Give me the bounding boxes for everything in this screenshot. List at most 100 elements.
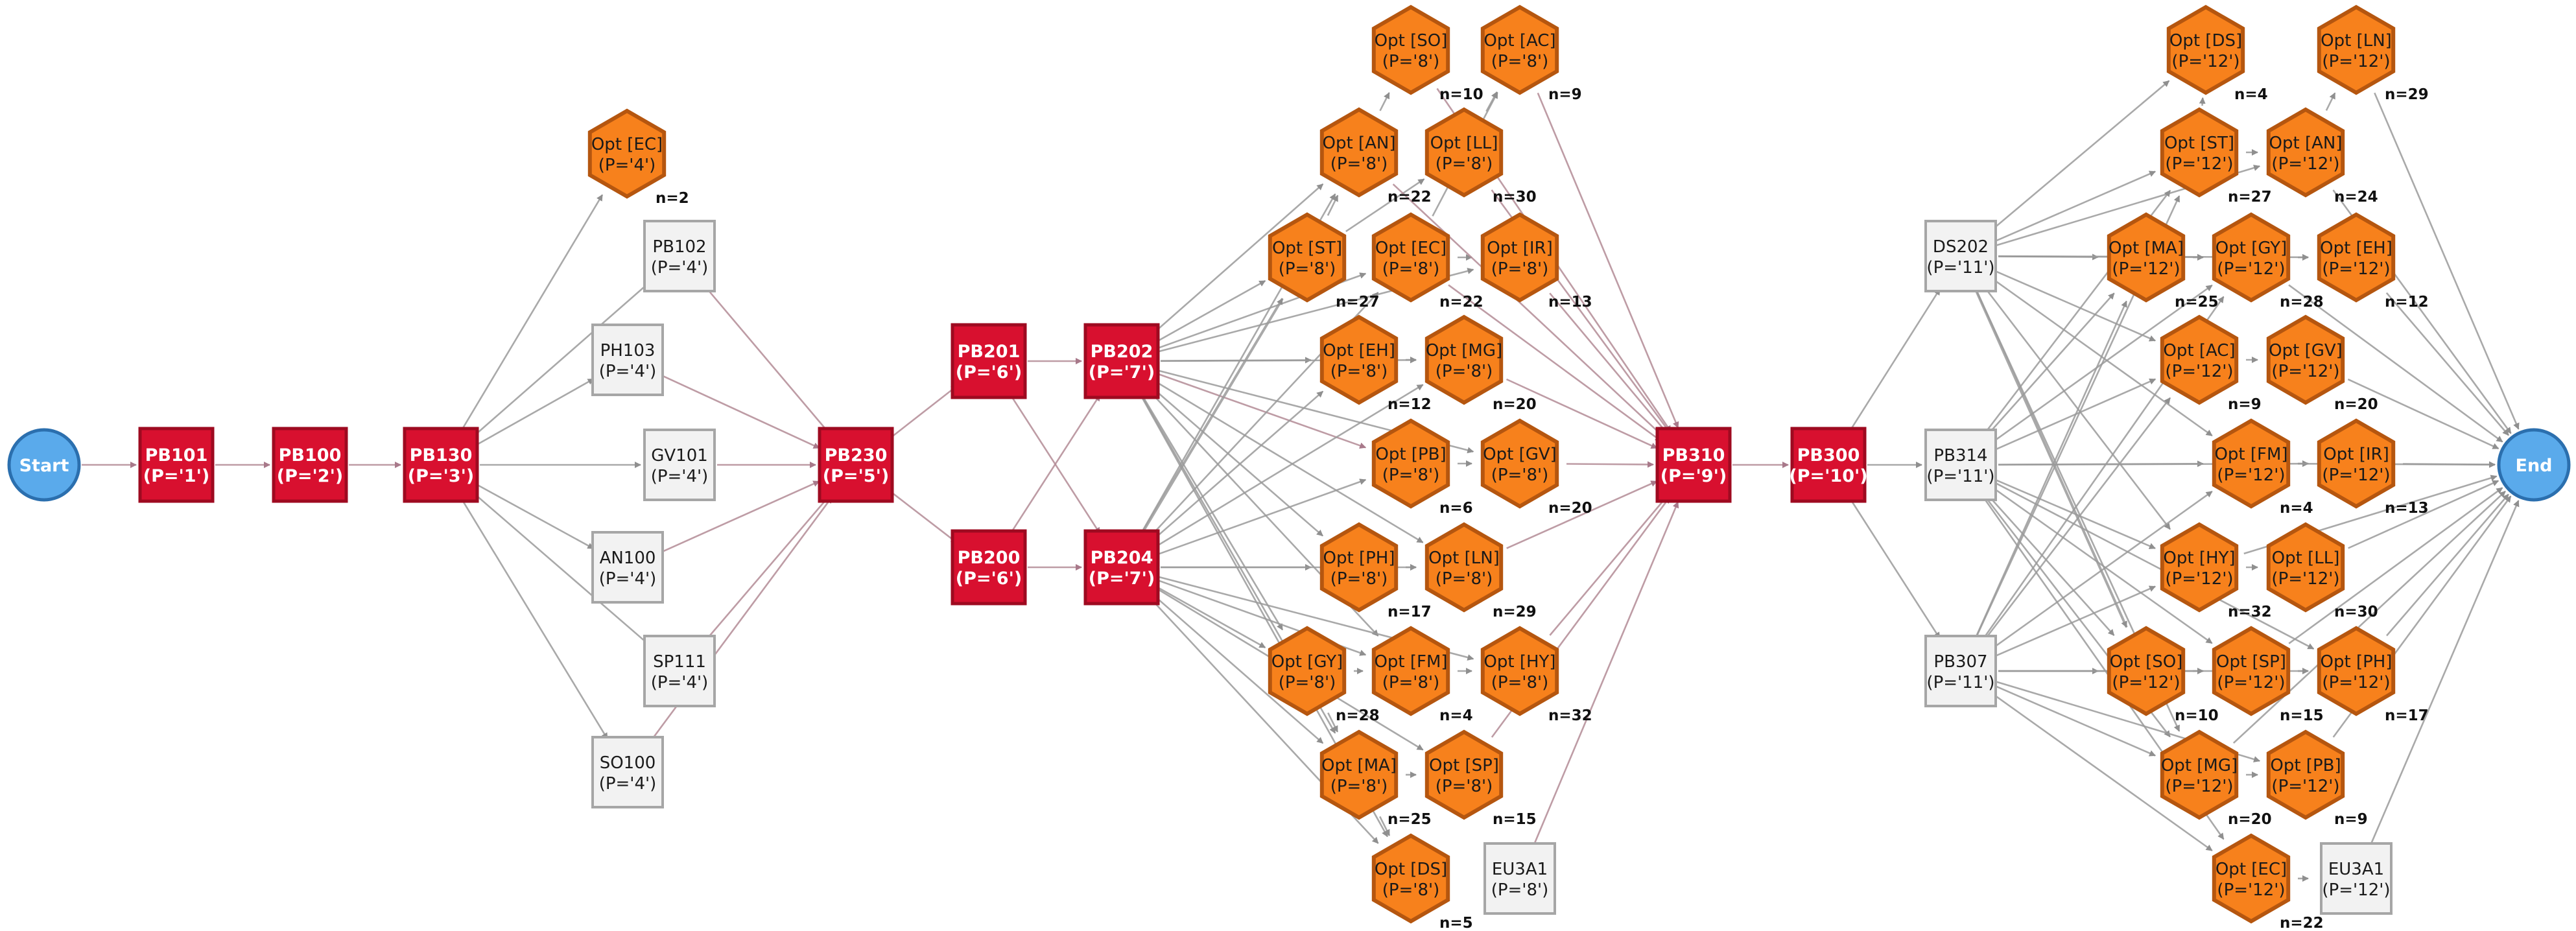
course-box — [643, 429, 716, 501]
node-SO100[interactable]: SO100(P='4') — [591, 736, 664, 808]
edge-o12_LN-to-End — [2374, 92, 2520, 430]
node-PB310[interactable]: PB310(P='9') — [1655, 427, 1732, 503]
edge-PB300-to-DS202 — [1849, 288, 1941, 432]
node-PB300[interactable]: PB300(P='10') — [1789, 427, 1868, 503]
node-o8_GV[interactable]: Opt [GV] (P='8') n=20 — [1480, 418, 1592, 517]
node-EU3A1_8[interactable]: EU3A1(P='8') — [1483, 842, 1556, 915]
node-o12_DS[interactable]: Opt [DS](P='12') n=4 — [2166, 5, 2268, 103]
node-o8_ST[interactable]: Opt [ST](P='8')n=27 — [1268, 212, 1380, 311]
node-count: n=15 — [1493, 811, 1537, 828]
node-o12_GV[interactable]: Opt [GV] (P='12') n=20 — [2266, 314, 2378, 413]
edge-PB130-to-SP111 — [469, 489, 651, 646]
node-o8_PB[interactable]: Opt [PB] (P='8') n=6 — [1371, 418, 1473, 517]
node-PB102[interactable]: PB102(P='4') — [643, 220, 716, 292]
node-PB101[interactable]: PB101(P='1') — [138, 427, 215, 503]
node-Start[interactable]: Start — [7, 428, 81, 502]
node-o12_MA[interactable]: Opt [MA](P='12') n=25 — [2107, 212, 2219, 311]
required-course-box — [951, 529, 1027, 606]
node-o12_EC[interactable]: Opt [EC](P='12') n=22 — [2212, 833, 2324, 931]
node-DS202[interactable]: DS202(P='11') — [1924, 220, 1997, 292]
option-hexagon — [1371, 833, 1450, 924]
node-o8_LN[interactable]: Opt [LN](P='8')n=29 — [1424, 522, 1537, 620]
node-o8_LL[interactable]: Opt [LL](P='8')n=30 — [1424, 107, 1537, 206]
node-o12_PH[interactable]: Opt [PH](P='12') n=17 — [2317, 626, 2429, 724]
node-PB230[interactable]: PB230(P='5') — [818, 427, 894, 503]
option-hexagon — [1424, 314, 1504, 405]
node-o12_ST[interactable]: Opt [ST](P='12') n=27 — [2160, 107, 2272, 206]
node-o8_IR[interactable]: Opt [IR](P='8') n=13 — [1480, 212, 1592, 311]
node-o8_PH[interactable]: Opt [PH](P='8')n=17 — [1319, 522, 1432, 620]
edge-EU3A1_8-to-PB310 — [1533, 501, 1679, 845]
required-course-box — [272, 427, 348, 503]
node-o8_EC[interactable]: Opt [EC](P='8') n=22 — [1371, 212, 1483, 311]
node-count: n=27 — [2228, 189, 2272, 206]
node-o12_PB[interactable]: Opt [PB] (P='12') n=9 — [2266, 729, 2368, 828]
edge-o8_GY-to-o8_MA — [1327, 712, 1339, 733]
node-PB307[interactable]: PB307(P='11') — [1924, 635, 1997, 707]
course-box — [2320, 842, 2393, 915]
node-o8_MA[interactable]: Opt [MA] (P='8')n=25 — [1319, 729, 1432, 828]
option-hexagon — [1480, 418, 1559, 509]
node-GV101[interactable]: GV101(P='4') — [643, 429, 716, 501]
node-period: (P='8') — [1382, 52, 1440, 71]
node-count: n=13 — [1548, 294, 1592, 311]
node-PB204[interactable]: PB204(P='7') — [1083, 529, 1160, 606]
node-o8_HY[interactable]: Opt [HY](P='8') n=32 — [1480, 626, 1592, 724]
node-SP111[interactable]: SP111(P='4') — [643, 635, 716, 707]
node-label: Opt [PB] — [2270, 756, 2341, 775]
node-PB201[interactable]: PB201(P='6') — [951, 323, 1027, 399]
node-o8_GY[interactable]: Opt [GY](P='8')n=28 — [1268, 626, 1380, 724]
node-o12_SO[interactable]: Opt [SO](P='12') n=10 — [2107, 626, 2219, 724]
node-o12_AC[interactable]: Opt [AC] (P='12') n=9 — [2160, 314, 2262, 413]
node-End[interactable]: End — [2497, 428, 2571, 502]
node-o12_EH[interactable]: Opt [EH](P='12') n=12 — [2317, 212, 2429, 311]
node-o8_DS[interactable]: Opt [DS](P='8') n=5 — [1371, 833, 1473, 931]
node-o8_AC[interactable]: Opt [AC](P='8') n=9 — [1480, 5, 1582, 103]
node-EU3A1_12[interactable]: EU3A1(P='12') — [2320, 842, 2393, 915]
node-o12_LL[interactable]: Opt [LL](P='12') n=30 — [2266, 522, 2378, 620]
option-hexagon — [2317, 626, 2396, 716]
edge-PB307-to-o12_FM — [1991, 490, 2213, 650]
edge-PB314-to-o12_MA — [1985, 292, 2115, 438]
node-o12_MG[interactable]: Opt [MG] (P='12') n=20 — [2160, 729, 2272, 828]
node-o8_SO[interactable]: Opt [SO](P='8') n=10 — [1371, 5, 1483, 103]
option-hexagon — [2266, 107, 2345, 198]
node-PB130[interactable]: PB130(P='3') — [403, 427, 479, 503]
node-opt_EC_4[interactable]: Opt [EC] (P='4')n=2 — [587, 108, 689, 207]
node-PH103[interactable]: PH103 (P='4') — [591, 324, 664, 396]
edge-PB204-to-o8_MA — [1150, 592, 1324, 744]
node-label: PB101 — [145, 445, 208, 466]
node-label: Opt [MA] — [1321, 756, 1397, 775]
node-label: Opt [IR] — [2323, 445, 2389, 464]
node-o8_AN[interactable]: Opt [AN](P='8')n=22 — [1319, 107, 1432, 206]
node-period: (P='8') — [1436, 777, 1493, 796]
node-PB202[interactable]: PB202(P='7') — [1083, 323, 1160, 399]
node-PB314[interactable]: PB314(P='11') — [1924, 429, 1997, 501]
node-label: Opt [GV] — [1483, 445, 1557, 464]
option-hexagon — [2212, 418, 2291, 509]
node-o8_EH[interactable]: Opt [EH] (P='8')n=12 — [1319, 314, 1432, 413]
node-o8_FM[interactable]: Opt [FM](P='8') n=4 — [1371, 626, 1473, 724]
course-box — [1924, 429, 1997, 501]
node-o12_GY[interactable]: Opt [GY](P='12') n=28 — [2212, 212, 2324, 311]
node-period: (P='4') — [651, 467, 709, 486]
node-PB100[interactable]: PB100(P='2') — [272, 427, 348, 503]
node-label: Opt [AN] — [2269, 134, 2343, 153]
course-box — [1924, 220, 1997, 292]
node-count: n=9 — [2228, 396, 2262, 413]
node-o8_SP[interactable]: Opt [SP] (P='8')n=15 — [1424, 729, 1537, 828]
node-o12_IR[interactable]: Opt [IR] (P='12') n=13 — [2317, 418, 2429, 517]
node-o12_FM[interactable]: Opt [FM] (P='12') n=4 — [2212, 418, 2313, 517]
edge-DS202-to-o12_HY — [1983, 285, 2171, 530]
option-hexagon — [2212, 833, 2291, 924]
node-period: (P='8') — [1330, 154, 1388, 174]
node-label: Opt [EC] — [2216, 860, 2287, 879]
edge-PB314-to-o12_PH — [1993, 481, 2315, 650]
node-o12_HY[interactable]: Opt [HY](P='12') n=32 — [2160, 522, 2272, 620]
node-o12_SP[interactable]: Opt [SP](P='12') n=15 — [2212, 626, 2324, 724]
node-PB200[interactable]: PB200(P='6') — [951, 529, 1027, 606]
node-o8_MG[interactable]: Opt [MG] (P='8')n=20 — [1424, 314, 1537, 413]
node-o12_LN[interactable]: Opt [LN](P='12') n=29 — [2317, 5, 2429, 103]
node-o12_AN[interactable]: Opt [AN](P='12') n=24 — [2266, 107, 2378, 206]
node-AN100[interactable]: AN100(P='4') — [591, 531, 664, 604]
